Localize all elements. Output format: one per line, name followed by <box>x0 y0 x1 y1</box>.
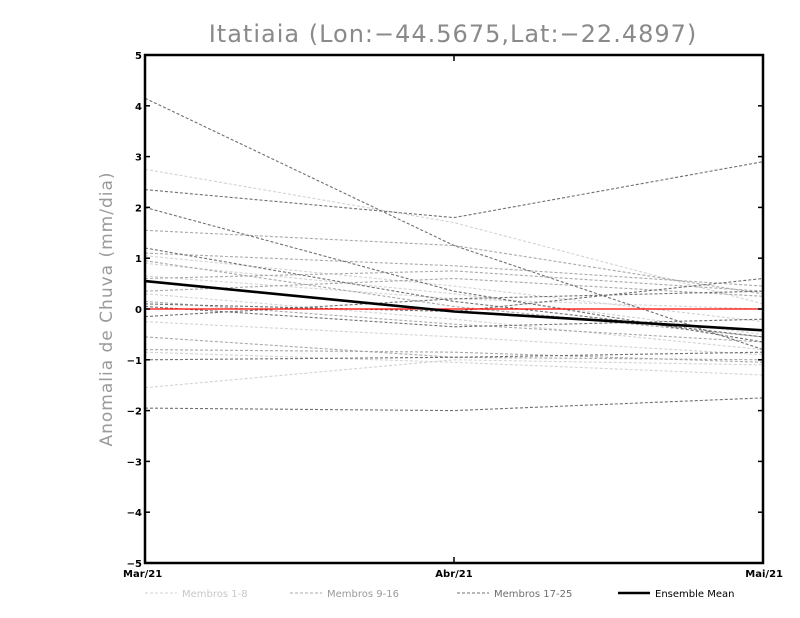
legend-label-1: Membros 1-8 <box>182 589 248 600</box>
y-tick-label: 0 <box>135 305 142 316</box>
member-line-3-9 <box>144 305 764 328</box>
member-line-3-1 <box>144 97 764 351</box>
legend-label-4: Ensemble Mean <box>655 589 734 600</box>
y-tick-label: 3 <box>135 153 142 164</box>
member-line-2-5 <box>144 300 764 343</box>
y-tick-label: 5 <box>135 51 142 62</box>
member-line-1-3 <box>144 262 764 335</box>
member-line-2-1 <box>144 229 764 295</box>
member-line-1-5 <box>144 321 764 356</box>
member-line-1-6 <box>144 351 764 376</box>
mean-layer <box>144 279 764 332</box>
x-tick-label: Mar/21 <box>123 569 162 580</box>
chart-title: Itatiaia (Lon:−44.5675,Lat:−22.4897) <box>209 20 698 48</box>
y-tick-label: −3 <box>127 457 142 468</box>
member-line-1-7 <box>144 359 764 389</box>
x-tick-label: Abr/21 <box>435 569 472 580</box>
member-line-2-4 <box>144 270 764 292</box>
legend-label-3: Membros 17-25 <box>494 589 572 600</box>
member-line-1-8 <box>144 275 764 310</box>
member-line-2-8 <box>144 277 764 297</box>
y-tick-label: −1 <box>127 356 142 367</box>
member-line-3-5 <box>144 277 764 313</box>
member-line-1-1 <box>144 168 764 305</box>
member-line-1-4 <box>144 293 764 351</box>
legend-label-2: Membros 9-16 <box>327 589 399 600</box>
y-tick-label: 1 <box>135 254 142 265</box>
axis-layer: −5 −4 −3 −2 −1 0 1 2 3 4 5 Mar/21 Abr/21 Mai/21 <box>123 51 783 580</box>
member-line-2-3 <box>144 260 764 338</box>
y-tick-label: 2 <box>135 203 142 214</box>
member-line-2-2 <box>144 252 764 287</box>
y-tick-label: −4 <box>127 508 142 519</box>
member-line-3-3 <box>144 206 764 343</box>
member-line-3-2 <box>144 161 764 219</box>
y-tick-label: −2 <box>127 407 142 418</box>
legend: Membros 1-8 Membros 9-16 Membros 17-25 Ense… <box>145 589 734 600</box>
member-line-1-2 <box>144 255 764 323</box>
series-layer <box>144 97 764 412</box>
member-line-3-6 <box>144 290 764 318</box>
member-line-3-8 <box>144 397 764 412</box>
ensemble-mean-line <box>144 279 764 332</box>
y-axis-label: Anomalia de Chuva (mm/dia) <box>97 171 117 446</box>
y-tick-label: −5 <box>127 559 142 570</box>
member-line-3-7 <box>144 351 764 361</box>
x-tick-label: Mai/21 <box>745 569 783 580</box>
member-line-2-7 <box>144 349 764 363</box>
y-tick-label: 4 <box>135 102 142 113</box>
